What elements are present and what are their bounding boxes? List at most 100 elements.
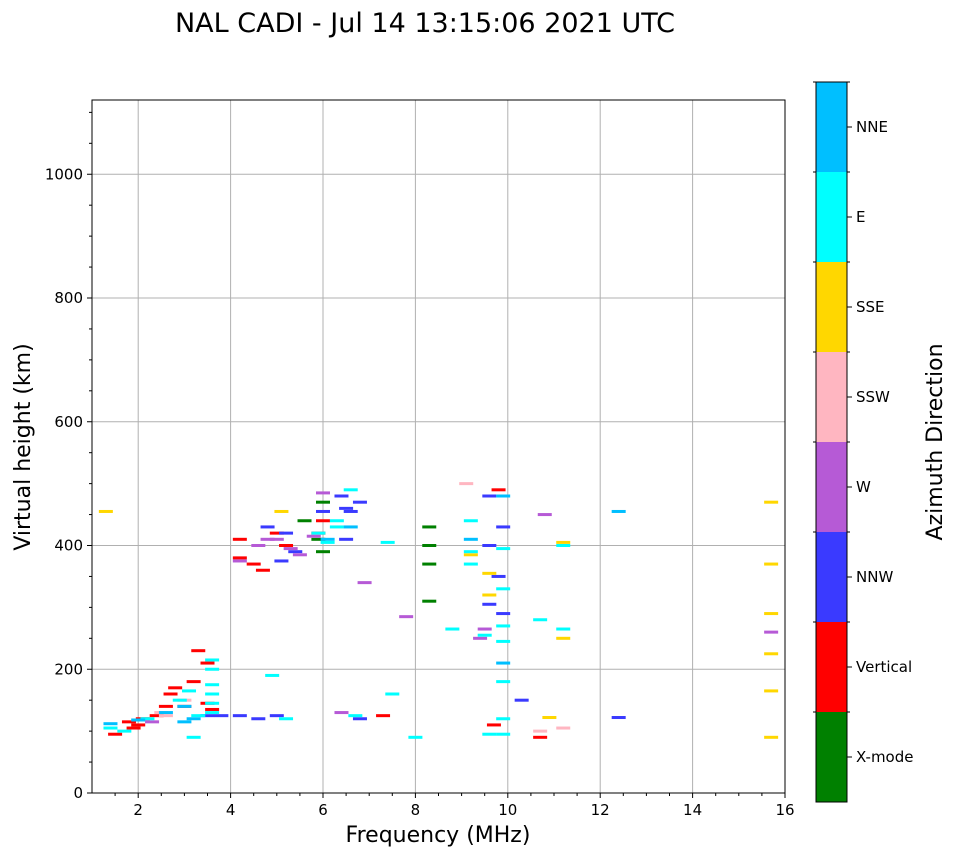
data-point-e — [408, 735, 423, 739]
colorbar-label-e: E — [856, 208, 865, 226]
data-point-x-mode — [297, 519, 312, 523]
data-point-e — [329, 519, 344, 523]
data-point-nnw — [339, 506, 354, 510]
data-point-vertical — [232, 556, 247, 560]
data-point-e — [117, 729, 132, 733]
data-point-sse — [556, 636, 571, 640]
data-point-sse — [482, 571, 497, 575]
data-point-x-mode — [422, 544, 437, 547]
y-tick-label: 600 — [54, 413, 83, 431]
data-point-nnw — [200, 714, 215, 718]
data-point-e — [496, 680, 511, 684]
data-point-nne — [496, 661, 511, 665]
x-tick-label: 12 — [591, 801, 610, 819]
colorbar: X-mode Vertical NNW W SSW SSE E NNE — [813, 81, 913, 802]
data-point-nnw — [214, 714, 229, 718]
data-point-sse — [764, 612, 779, 616]
data-point-vertical — [108, 732, 123, 736]
data-point-nnw — [482, 544, 497, 547]
colorbar-label-nne: NNE — [856, 118, 888, 136]
chart-title: NAL CADI - Jul 14 13:15:06 2021 UTC — [175, 8, 675, 39]
y-axis-ticks: 0 200 400 600 800 1000 — [45, 111, 92, 802]
colorbar-frame — [815, 81, 848, 803]
data-point-e — [329, 525, 344, 529]
colorbar-label-sse: SSE — [856, 298, 885, 316]
data-point-e — [385, 692, 400, 696]
data-point-nnw — [611, 716, 626, 720]
x-tick-label: 16 — [775, 801, 794, 819]
data-point-sse — [274, 509, 289, 513]
data-point-e — [348, 714, 363, 718]
data-point-e — [556, 627, 571, 631]
data-point-nne — [186, 717, 201, 721]
data-point-sse — [463, 553, 478, 557]
data-point-nnw — [352, 500, 367, 504]
data-point-e — [445, 627, 460, 631]
data-point-ssw — [158, 714, 173, 718]
data-point-e — [556, 544, 571, 547]
data-point-e — [103, 726, 118, 730]
data-point-e — [496, 587, 511, 591]
data-point-vertical — [269, 531, 284, 535]
x-tick-label: 10 — [498, 801, 517, 819]
data-point-e — [320, 540, 335, 544]
y-tick-label: 0 — [73, 784, 83, 802]
data-point-sse — [542, 716, 557, 720]
data-point-vertical — [186, 680, 201, 684]
data-point-e — [463, 550, 478, 554]
data-point-nnw — [352, 717, 367, 721]
colorbar-segment — [816, 442, 847, 532]
data-point-vertical — [376, 714, 391, 718]
data-point-e — [186, 735, 201, 739]
data-point-vertical — [533, 735, 548, 739]
x-tick-label: 8 — [411, 801, 421, 819]
data-point-w — [292, 553, 307, 557]
data-point-nnw — [339, 537, 354, 541]
x-axis-ticks: 2 4 6 8 10 12 14 16 — [114, 793, 795, 819]
data-point-w — [251, 544, 266, 547]
data-point-w — [399, 615, 414, 619]
data-point-e — [496, 732, 511, 736]
x-tick-label: 4 — [226, 801, 236, 819]
data-point-e — [496, 639, 511, 643]
data-point-nne — [177, 720, 192, 724]
data-point-nnw — [279, 531, 294, 535]
y-tick-label: 400 — [54, 537, 83, 555]
data-point-e — [265, 673, 280, 677]
x-tick-label: 6 — [318, 801, 328, 819]
data-point-e — [482, 732, 497, 736]
data-point-e — [463, 562, 478, 566]
x-tick-label: 2 — [133, 801, 143, 819]
data-point-nnw — [316, 509, 330, 513]
data-point-ssw — [459, 482, 474, 486]
data-point-ssw — [556, 726, 571, 730]
data-point-nnw — [269, 714, 284, 718]
data-point-e — [533, 618, 548, 622]
colorbar-label-vertical: Vertical — [856, 658, 912, 676]
data-point-nnw — [496, 525, 511, 529]
data-point-vertical — [232, 537, 247, 541]
data-point-sse — [764, 652, 779, 656]
data-point-vertical — [191, 649, 206, 653]
data-point-vertical — [168, 686, 183, 690]
y-tick-label: 800 — [54, 289, 83, 307]
data-point-vertical — [279, 544, 294, 547]
data-point-nnw — [343, 509, 358, 513]
data-point-e — [205, 658, 220, 662]
data-point-nne — [320, 537, 335, 541]
data-point-w — [306, 534, 321, 538]
data-point-nnw — [482, 602, 497, 606]
data-point-w — [232, 559, 247, 563]
data-point-nne — [103, 722, 118, 726]
data-point-vertical — [255, 568, 270, 572]
colorbar-segment — [816, 82, 847, 172]
data-point-vertical — [316, 519, 330, 523]
colorbar-segment — [816, 712, 847, 802]
data-point-w — [764, 630, 779, 634]
data-point-sse — [764, 689, 779, 693]
data-point-w — [283, 547, 298, 551]
data-point-e — [205, 692, 220, 696]
data-point-e — [191, 714, 206, 718]
data-point-e — [343, 488, 358, 492]
data-point-x-mode — [311, 537, 326, 541]
